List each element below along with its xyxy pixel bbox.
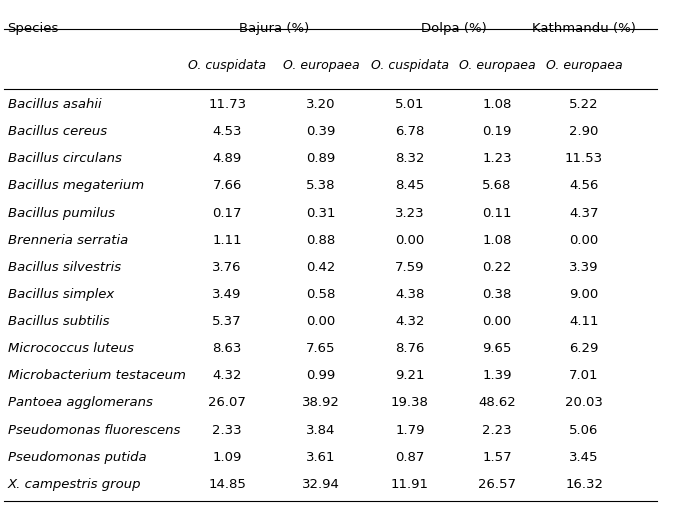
Text: 4.11: 4.11 [570,315,599,328]
Text: 3.61: 3.61 [306,450,336,464]
Text: 6.78: 6.78 [395,125,424,138]
Text: 19.38: 19.38 [391,396,429,410]
Text: 0.87: 0.87 [395,450,424,464]
Text: Pseudomonas putida: Pseudomonas putida [7,450,146,464]
Text: 4.38: 4.38 [395,288,424,301]
Text: 0.00: 0.00 [570,234,599,246]
Text: 0.19: 0.19 [482,125,512,138]
Text: 8.45: 8.45 [395,180,424,192]
Text: 4.89: 4.89 [212,152,242,165]
Text: 32.94: 32.94 [302,478,340,491]
Text: 0.38: 0.38 [482,288,512,301]
Text: 7.65: 7.65 [306,342,336,355]
Text: Bacillus megaterium: Bacillus megaterium [7,180,144,192]
Text: 0.00: 0.00 [483,315,512,328]
Text: O. europaea: O. europaea [459,59,536,72]
Text: 26.07: 26.07 [208,396,246,410]
Text: 2.90: 2.90 [570,125,599,138]
Text: Bajura (%): Bajura (%) [239,22,309,36]
Text: Bacillus subtilis: Bacillus subtilis [7,315,109,328]
Text: 3.39: 3.39 [570,261,599,274]
Text: Pantoea agglomerans: Pantoea agglomerans [7,396,153,410]
Text: Species: Species [7,22,59,36]
Text: 9.00: 9.00 [570,288,599,301]
Text: 4.56: 4.56 [570,180,599,192]
Text: 4.37: 4.37 [570,207,599,219]
Text: O. europaea: O. europaea [283,59,359,72]
Text: Bacillus silvestris: Bacillus silvestris [7,261,121,274]
Text: 1.57: 1.57 [482,450,512,464]
Text: 2.23: 2.23 [482,423,512,437]
Text: 5.38: 5.38 [306,180,336,192]
Text: 0.31: 0.31 [306,207,336,219]
Text: 3.45: 3.45 [570,450,599,464]
Text: Micrococcus luteus: Micrococcus luteus [7,342,134,355]
Text: 8.32: 8.32 [395,152,424,165]
Text: 6.29: 6.29 [570,342,599,355]
Text: 0.89: 0.89 [306,152,336,165]
Text: 1.23: 1.23 [482,152,512,165]
Text: 2.33: 2.33 [212,423,242,437]
Text: 11.91: 11.91 [391,478,429,491]
Text: 5.06: 5.06 [570,423,599,437]
Text: 3.84: 3.84 [306,423,336,437]
Text: 1.11: 1.11 [212,234,242,246]
Text: 26.57: 26.57 [478,478,516,491]
Text: Brenneria serratia: Brenneria serratia [7,234,127,246]
Text: 0.88: 0.88 [306,234,336,246]
Text: 3.49: 3.49 [212,288,242,301]
Text: O. cuspidata: O. cuspidata [188,59,266,72]
Text: 0.22: 0.22 [482,261,512,274]
Text: 1.39: 1.39 [482,369,512,382]
Text: 4.32: 4.32 [395,315,424,328]
Text: 0.11: 0.11 [482,207,512,219]
Text: 9.21: 9.21 [395,369,424,382]
Text: Bacillus simplex: Bacillus simplex [7,288,114,301]
Text: O. europaea: O. europaea [546,59,622,72]
Text: 7.66: 7.66 [212,180,242,192]
Text: 8.76: 8.76 [395,342,424,355]
Text: 5.68: 5.68 [482,180,512,192]
Text: 0.58: 0.58 [306,288,336,301]
Text: 14.85: 14.85 [208,478,246,491]
Text: 20.03: 20.03 [565,396,603,410]
Text: 48.62: 48.62 [478,396,516,410]
Text: 0.39: 0.39 [306,125,336,138]
Text: 7.59: 7.59 [395,261,424,274]
Text: Microbacterium testaceum: Microbacterium testaceum [7,369,185,382]
Text: 1.08: 1.08 [482,234,512,246]
Text: 5.01: 5.01 [395,98,424,111]
Text: Dolpa (%): Dolpa (%) [420,22,486,36]
Text: 11.73: 11.73 [208,98,246,111]
Text: 3.76: 3.76 [212,261,242,274]
Text: O. cuspidata: O. cuspidata [371,59,449,72]
Text: 1.79: 1.79 [395,423,424,437]
Text: Bacillus pumilus: Bacillus pumilus [7,207,115,219]
Text: 1.08: 1.08 [482,98,512,111]
Text: 0.00: 0.00 [395,234,424,246]
Text: X. campestris group: X. campestris group [7,478,141,491]
Text: 4.32: 4.32 [212,369,242,382]
Text: 38.92: 38.92 [302,396,340,410]
Text: 0.42: 0.42 [306,261,336,274]
Text: 3.20: 3.20 [306,98,336,111]
Text: 4.53: 4.53 [212,125,242,138]
Text: Bacillus asahii: Bacillus asahii [7,98,101,111]
Text: 1.09: 1.09 [212,450,242,464]
Text: 5.22: 5.22 [570,98,599,111]
Text: Bacillus circulans: Bacillus circulans [7,152,121,165]
Text: 3.23: 3.23 [395,207,425,219]
Text: 9.65: 9.65 [482,342,512,355]
Text: 0.17: 0.17 [212,207,242,219]
Text: Bacillus cereus: Bacillus cereus [7,125,106,138]
Text: 5.37: 5.37 [212,315,242,328]
Text: 11.53: 11.53 [565,152,603,165]
Text: 7.01: 7.01 [570,369,599,382]
Text: Kathmandu (%): Kathmandu (%) [532,22,636,36]
Text: 8.63: 8.63 [212,342,242,355]
Text: Pseudomonas fluorescens: Pseudomonas fluorescens [7,423,180,437]
Text: 16.32: 16.32 [565,478,603,491]
Text: 0.99: 0.99 [306,369,336,382]
Text: 0.00: 0.00 [306,315,336,328]
